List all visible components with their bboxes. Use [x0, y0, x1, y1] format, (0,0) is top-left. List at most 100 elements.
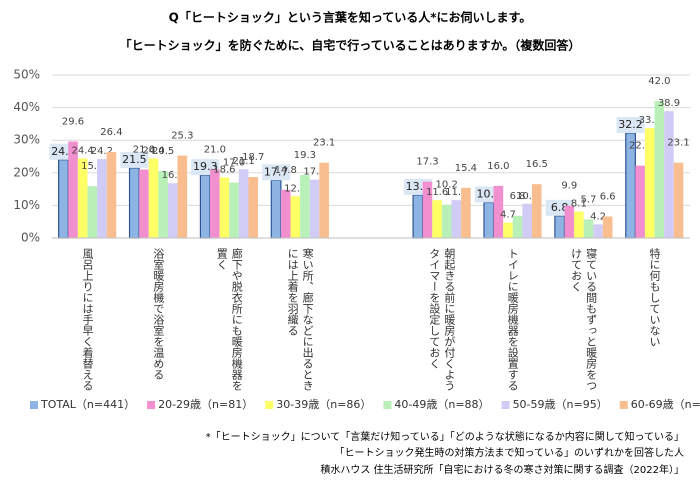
bar: [177, 155, 188, 238]
value-label: 10.5: [516, 191, 538, 202]
value-label: 33.7: [639, 115, 661, 126]
value-label: 17.9: [303, 167, 325, 178]
label-box: [120, 151, 149, 168]
bar: [309, 179, 320, 238]
bar: [512, 215, 523, 238]
value-label: 6.8: [551, 201, 569, 214]
bar: [664, 111, 674, 238]
bar: [219, 177, 230, 238]
bar: [148, 158, 159, 238]
bar: [602, 216, 613, 238]
value-label: 24.4: [72, 145, 94, 156]
bar: [280, 189, 291, 238]
bar: [432, 200, 442, 238]
category-label: 浴室暖房機で浴室を温める: [151, 248, 165, 380]
footnote: 積水ハウス 住生活研究所「自宅における冬の寒さ対策に関する調査（2022年）」: [320, 463, 684, 476]
category-label: 朝起きる前に暖房が付くようタイマーを設定しておく: [427, 248, 456, 391]
chart-subtitle: 「ヒートショック」を防ぐために、自宅で行っていることはありますか。（複数回答）: [120, 38, 581, 53]
x-tick-label: 風呂上りには手早く着替える: [81, 248, 94, 391]
value-label: 15.4: [455, 163, 477, 174]
bar: [58, 159, 69, 239]
category-label: トイレに暖房機器を設置する: [506, 248, 520, 391]
x-tick-label: 寝ている間もずっと暖房をつけておく: [570, 248, 598, 391]
value-label: 16.5: [526, 159, 548, 170]
bar: [503, 222, 513, 238]
y-tick-label: 0%: [21, 231, 40, 245]
legend-label: 60-69歳（n=91）: [631, 398, 700, 411]
bar: [77, 158, 88, 238]
x-tick-label: 特に何もしていない: [648, 248, 662, 347]
value-label: 22.2: [629, 141, 651, 152]
value-label: 29.6: [62, 117, 84, 128]
value-label: 6.8: [510, 191, 526, 202]
bar: [199, 174, 211, 239]
bar: [673, 162, 684, 238]
bar: [158, 171, 168, 238]
bar: [300, 175, 310, 238]
bar: [68, 141, 78, 238]
label-box: [262, 164, 291, 181]
legend-swatch: [30, 401, 38, 409]
bar: [167, 183, 178, 238]
bar: [248, 177, 259, 238]
value-label: 17.3: [416, 157, 438, 168]
legend-swatch: [265, 401, 274, 409]
value-label: 20.5: [152, 146, 174, 157]
bar: [644, 128, 655, 238]
value-label: 24.4: [142, 145, 164, 156]
bar: [270, 179, 282, 239]
x-tick-label: 浴室暖房機で浴室を温める: [151, 248, 165, 380]
value-label: 8.1: [571, 199, 587, 210]
value-label: 10.2: [436, 180, 458, 191]
legend-label: 50-59歳（n=95）: [513, 398, 608, 411]
bar: [319, 162, 329, 238]
x-tick-label: トイレに暖房機器を設置する: [506, 248, 520, 391]
value-label: 25.3: [171, 131, 193, 142]
bar: [412, 194, 424, 239]
footnote: *「ヒートショック」について「言葉だけ知っている」「どのような状態になるか内容に…: [206, 430, 684, 443]
value-label: 38.9: [658, 98, 680, 109]
chart-title: Q「ヒートショック」という言葉を知っている人*にお伺いします。: [169, 10, 532, 25]
legend-label: TOTAL（n=441）: [40, 398, 135, 411]
legend-label: 40-49歳（n=88）: [394, 398, 489, 411]
bar: [522, 203, 532, 238]
bar: [583, 219, 594, 238]
legend-swatch: [383, 401, 392, 409]
bar: [564, 205, 575, 238]
value-label: 4.7: [500, 210, 516, 221]
value-label: 18.7: [242, 152, 264, 163]
value-label: 6.6: [600, 191, 616, 202]
value-label: 11.6: [426, 187, 448, 198]
value-label: 23.1: [667, 138, 689, 149]
category-label: 廊下や脱衣所にも暖房機器を置く: [215, 248, 244, 391]
value-label: 21.5: [122, 153, 147, 166]
footnote: 「ヒートショック発生時の対策方法まで知っている」のいずれかを回答した人: [335, 446, 685, 459]
value-label: 14.8: [275, 165, 297, 176]
legend-swatch: [619, 401, 628, 409]
value-label: 24.2: [91, 146, 113, 157]
value-label: 26.4: [100, 127, 122, 138]
legend-swatch: [147, 401, 156, 409]
y-tick-label: 20%: [13, 165, 40, 179]
y-tick-label: 10%: [13, 198, 40, 212]
bar: [229, 182, 239, 238]
y-tick-label: 30%: [13, 133, 40, 147]
value-label: 16.0: [487, 161, 509, 172]
y-tick-label: 40%: [13, 100, 40, 114]
category-label: 特に何もしていない: [648, 248, 662, 347]
value-label: 9.9: [561, 181, 577, 192]
bar: [483, 201, 495, 239]
bar: [128, 167, 140, 239]
bar: [422, 181, 433, 238]
value-label: 15.9: [81, 161, 103, 172]
y-tick-label: 50%: [13, 68, 40, 82]
value-label: 19.3: [294, 150, 316, 161]
bar: [593, 224, 603, 238]
value-label: 21.1: [232, 156, 254, 167]
value-label: 21.0: [204, 145, 226, 156]
value-label: 4.2: [590, 211, 606, 222]
value-label: 16.8: [162, 170, 184, 181]
bar: [654, 101, 665, 238]
bar: [461, 187, 471, 238]
